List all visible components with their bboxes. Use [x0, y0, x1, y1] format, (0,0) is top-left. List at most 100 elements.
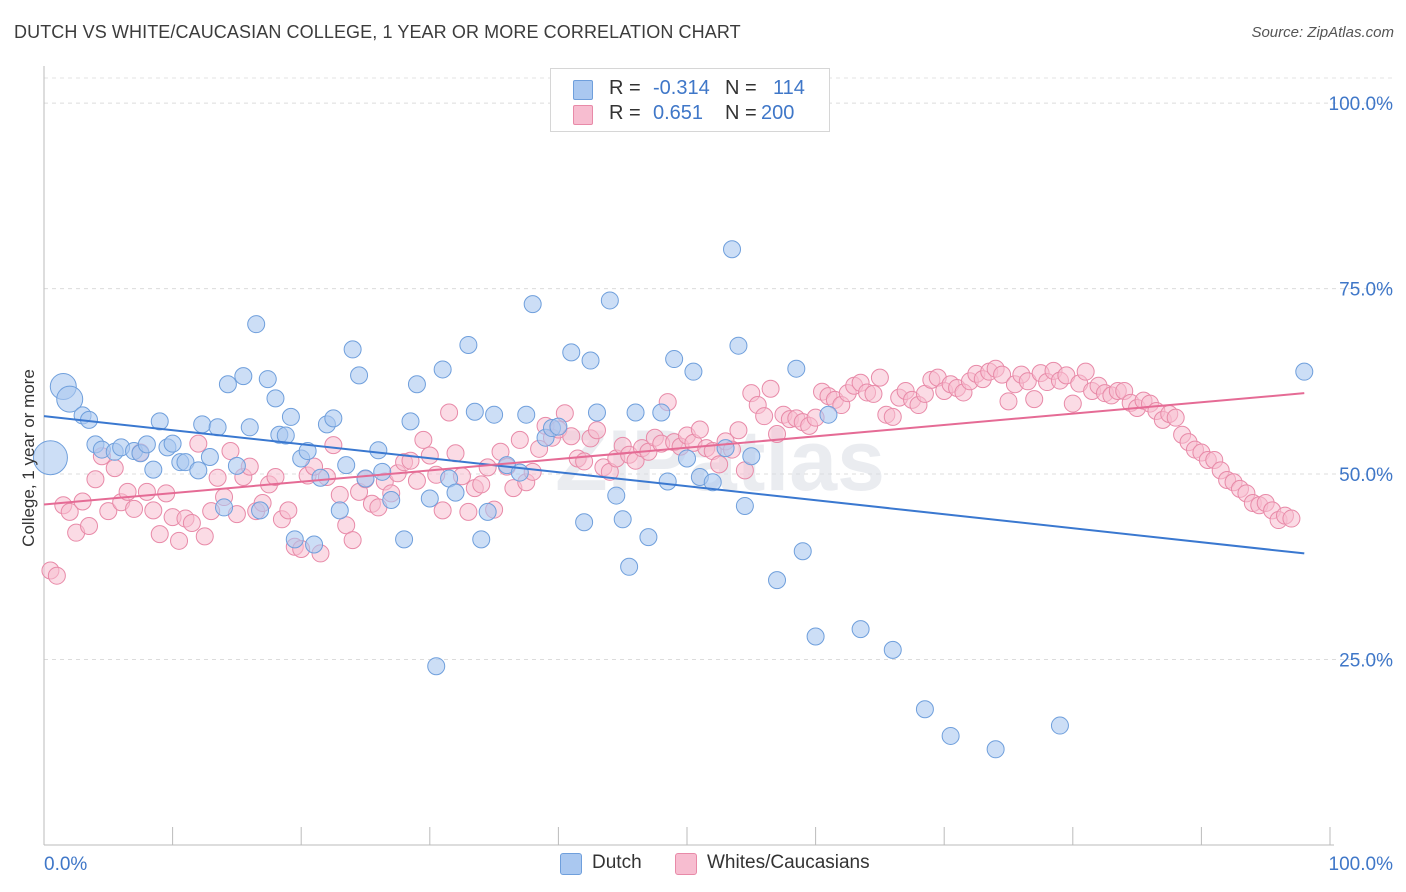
data-point-dutch — [382, 491, 401, 510]
data-point-dutch — [639, 528, 658, 547]
data-point-dutch — [420, 489, 439, 508]
x-tick-label: 0.0% — [44, 854, 87, 875]
data-point-dutch — [356, 469, 375, 488]
data-point-whites — [324, 436, 343, 455]
bottom-legend-swatch-dutch — [560, 853, 582, 875]
data-point-whites — [729, 421, 748, 440]
data-point-dutch — [258, 370, 277, 389]
data-point-whites — [1025, 390, 1044, 409]
data-point-dutch — [1050, 716, 1069, 735]
data-point-dutch — [768, 571, 787, 590]
data-point-dutch — [324, 409, 343, 428]
legend-r-value: 0.651 — [653, 102, 704, 124]
data-point-dutch — [793, 542, 812, 561]
data-point-whites — [144, 501, 163, 520]
data-point-dutch — [137, 435, 156, 454]
data-point-dutch — [215, 498, 234, 517]
data-point-dutch — [266, 389, 285, 408]
data-point-whites — [414, 430, 433, 449]
data-point-dutch — [684, 362, 703, 381]
data-point-whites — [189, 434, 208, 453]
data-point-dutch — [465, 402, 484, 421]
data-point-dutch — [517, 405, 536, 424]
tick-labels: 25.0% 50.0% 75.0% 100.0% 0.0% 100.0% — [44, 94, 1393, 875]
data-point-dutch — [150, 412, 169, 431]
data-point-whites — [690, 420, 709, 439]
y-axis-label: College, 1 year or more — [19, 369, 38, 547]
data-point-dutch — [549, 417, 568, 436]
data-point-whites — [472, 475, 491, 494]
data-point-dutch — [176, 453, 195, 472]
trend-line-dutch — [43, 415, 1305, 555]
data-point-dutch — [240, 418, 259, 437]
data-point-whites — [993, 365, 1012, 384]
data-point-whites — [478, 458, 497, 477]
data-point-whites — [710, 455, 729, 474]
series-dutch — [32, 240, 1314, 759]
data-point-dutch — [806, 627, 825, 646]
data-point-whites — [1018, 372, 1037, 391]
data-point-dutch — [562, 343, 581, 362]
data-point-dutch — [478, 502, 497, 521]
data-point-dutch — [1295, 362, 1314, 381]
data-point-dutch — [343, 340, 362, 359]
data-point-dutch — [200, 447, 219, 466]
data-point-whites — [1166, 408, 1185, 427]
data-point-dutch — [395, 530, 414, 549]
data-point-dutch — [883, 640, 902, 659]
data-point-dutch — [285, 530, 304, 549]
legend-r-label: R = — [609, 102, 641, 124]
data-point-whites — [587, 421, 606, 440]
data-point-whites — [221, 442, 240, 461]
data-point-dutch — [607, 486, 626, 505]
legend-n-value: 114 — [773, 77, 805, 99]
data-point-dutch — [247, 315, 266, 334]
data-point-dutch — [369, 441, 388, 460]
data-point-whites — [433, 501, 452, 520]
data-point-whites — [761, 379, 780, 398]
data-point-dutch — [218, 375, 237, 394]
data-point-dutch — [433, 360, 452, 379]
data-point-dutch — [305, 535, 324, 554]
data-point-whites — [768, 424, 787, 443]
data-point-whites — [279, 501, 298, 520]
data-point-dutch — [600, 291, 619, 310]
data-point-whites — [1076, 362, 1095, 381]
bottom-legend-label-whites: Whites/Caucasians — [707, 852, 870, 873]
data-point-whites — [343, 531, 362, 550]
data-point-whites — [150, 525, 169, 544]
data-point-dutch — [311, 468, 330, 487]
data-point-dutch — [330, 501, 349, 520]
data-point-dutch — [851, 620, 870, 639]
data-point-dutch — [986, 740, 1005, 759]
y-tick-label: 25.0% — [1339, 651, 1393, 672]
data-point-dutch — [787, 359, 806, 378]
data-point-dutch — [144, 460, 163, 479]
data-point-dutch — [281, 407, 300, 426]
data-point-whites — [80, 516, 99, 535]
data-point-dutch — [729, 336, 748, 355]
data-point-whites — [446, 444, 465, 463]
data-point-dutch — [652, 403, 671, 422]
data-point-whites — [1282, 509, 1301, 528]
y-tick-label: 75.0% — [1339, 280, 1393, 301]
data-point-dutch — [658, 472, 677, 491]
data-point-dutch — [472, 530, 491, 549]
data-point-whites — [105, 459, 124, 478]
data-point-whites — [47, 566, 66, 585]
y-tick-label: 100.0% — [1329, 94, 1394, 115]
legend-swatch-dutch — [573, 80, 593, 100]
data-point-dutch — [251, 501, 270, 520]
data-point-dutch — [446, 483, 465, 502]
y-tick-label: 50.0% — [1339, 465, 1393, 486]
data-point-dutch — [407, 375, 426, 394]
data-point-whites — [510, 430, 529, 449]
data-point-dutch — [373, 462, 392, 481]
data-point-whites — [1057, 366, 1076, 385]
data-point-whites — [330, 485, 349, 504]
bottom-legend-swatch-whites — [675, 853, 697, 875]
data-point-whites — [562, 427, 581, 446]
data-point-dutch — [575, 513, 594, 532]
data-point-dutch — [626, 403, 645, 422]
